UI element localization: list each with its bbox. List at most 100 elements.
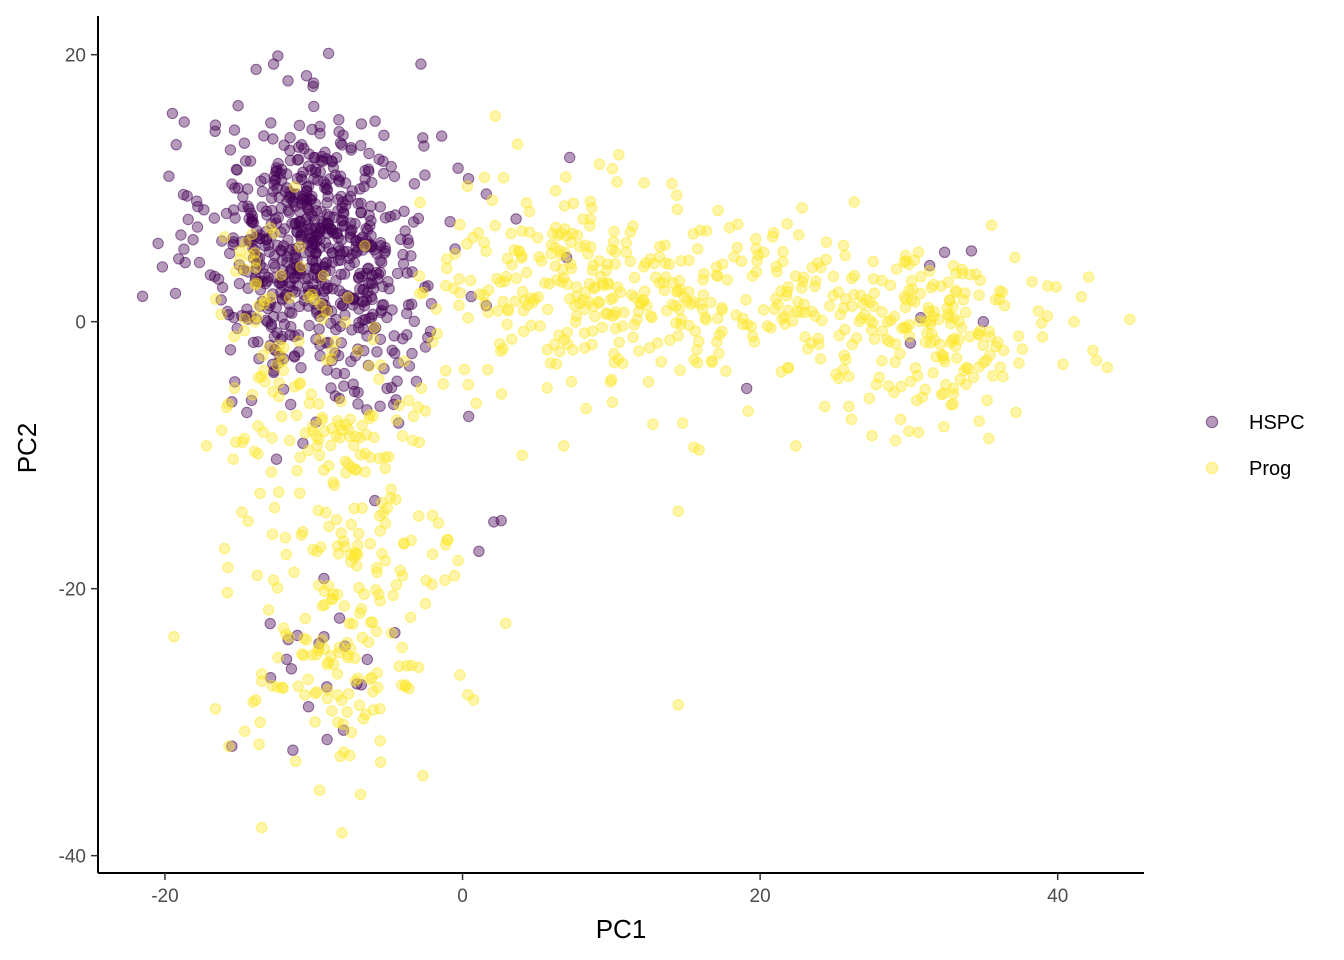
point-prog [266, 680, 278, 692]
point-hspc [209, 119, 222, 131]
point-hspc [417, 132, 429, 144]
point-prog [1009, 251, 1021, 264]
point-prog [216, 424, 228, 436]
point-hspc [369, 494, 381, 507]
point-prog [782, 304, 794, 317]
point-prog [561, 278, 573, 290]
point-prog [691, 344, 703, 356]
point-hspc [338, 380, 350, 392]
point-prog [837, 364, 850, 376]
point-prog [374, 735, 386, 747]
point-hspc [356, 270, 368, 283]
point-hspc [316, 261, 329, 274]
point-prog [627, 220, 639, 232]
point-prog [642, 376, 655, 388]
point-prog [390, 414, 403, 426]
point-prog [345, 643, 357, 655]
point-prog [305, 388, 317, 400]
point-prog [1068, 316, 1080, 328]
point-prog [437, 378, 449, 390]
point-prog [233, 254, 246, 266]
y-axis-title: PC2 [12, 423, 42, 474]
point-hspc [436, 130, 448, 142]
point-hspc [287, 195, 299, 207]
point-prog [693, 444, 705, 456]
point-prog [944, 294, 956, 306]
point-hspc [359, 313, 371, 326]
point-hspc [241, 406, 253, 419]
point-hspc [333, 612, 346, 624]
point-prog [628, 271, 641, 284]
point-prog [604, 376, 617, 388]
point-hspc [444, 216, 456, 228]
point-prog [452, 554, 464, 567]
point-prog [299, 612, 311, 625]
point-prog [478, 171, 491, 184]
point-prog [447, 282, 460, 294]
point-hspc [344, 231, 357, 244]
point-hspc [178, 116, 190, 128]
point-prog [564, 293, 576, 305]
point-prog [314, 784, 326, 796]
point-prog [937, 350, 950, 362]
point-hspc [247, 336, 260, 349]
point-prog [413, 270, 426, 282]
point-hspc [305, 232, 318, 245]
point-prog [672, 330, 684, 342]
point-prog [1101, 361, 1114, 374]
point-prog [210, 293, 222, 305]
point-prog [956, 267, 969, 280]
x-tick-label: 0 [457, 886, 468, 907]
point-prog [750, 266, 763, 278]
point-prog [426, 578, 438, 590]
point-prog [440, 365, 452, 377]
point-prog [345, 518, 357, 531]
point-hspc [473, 545, 485, 557]
point-hspc [376, 256, 388, 268]
point-hspc [363, 312, 376, 324]
point-prog [574, 297, 586, 310]
point-prog [839, 324, 851, 336]
point-prog [671, 203, 683, 216]
point-prog [973, 415, 985, 427]
point-prog [168, 631, 180, 643]
point-hspc [388, 330, 400, 342]
point-prog [368, 431, 380, 444]
point-prog [505, 227, 517, 240]
point-prog [501, 252, 514, 265]
point-prog [273, 339, 285, 351]
point-prog [985, 219, 998, 231]
point-prog [266, 432, 278, 444]
point-prog [268, 501, 281, 514]
point-prog [610, 306, 622, 318]
point-prog [955, 322, 968, 334]
point-prog [325, 353, 337, 365]
point-hspc [239, 155, 252, 167]
point-prog [911, 370, 924, 382]
point-prog [327, 476, 339, 488]
point-prog [618, 306, 630, 319]
point-prog [277, 682, 289, 694]
x-tick-label: 20 [750, 886, 771, 907]
point-hspc [314, 127, 326, 140]
point-prog [294, 487, 306, 499]
point-prog [765, 322, 777, 334]
point-prog [549, 260, 562, 272]
point-hspc [278, 223, 291, 235]
point-prog [856, 298, 869, 310]
point-prog [480, 245, 492, 257]
point-hspc [397, 258, 410, 270]
point-prog [453, 273, 465, 285]
point-prog [367, 410, 379, 422]
point-hspc [371, 248, 383, 260]
point-prog [810, 275, 822, 287]
point-prog [957, 294, 969, 306]
point-prog [283, 292, 296, 304]
point-hspc [355, 139, 367, 152]
point-prog [767, 231, 779, 243]
point-prog [310, 686, 323, 698]
point-hspc [345, 144, 357, 156]
point-hspc [284, 132, 296, 144]
point-prog [329, 335, 342, 348]
point-prog [520, 197, 533, 209]
